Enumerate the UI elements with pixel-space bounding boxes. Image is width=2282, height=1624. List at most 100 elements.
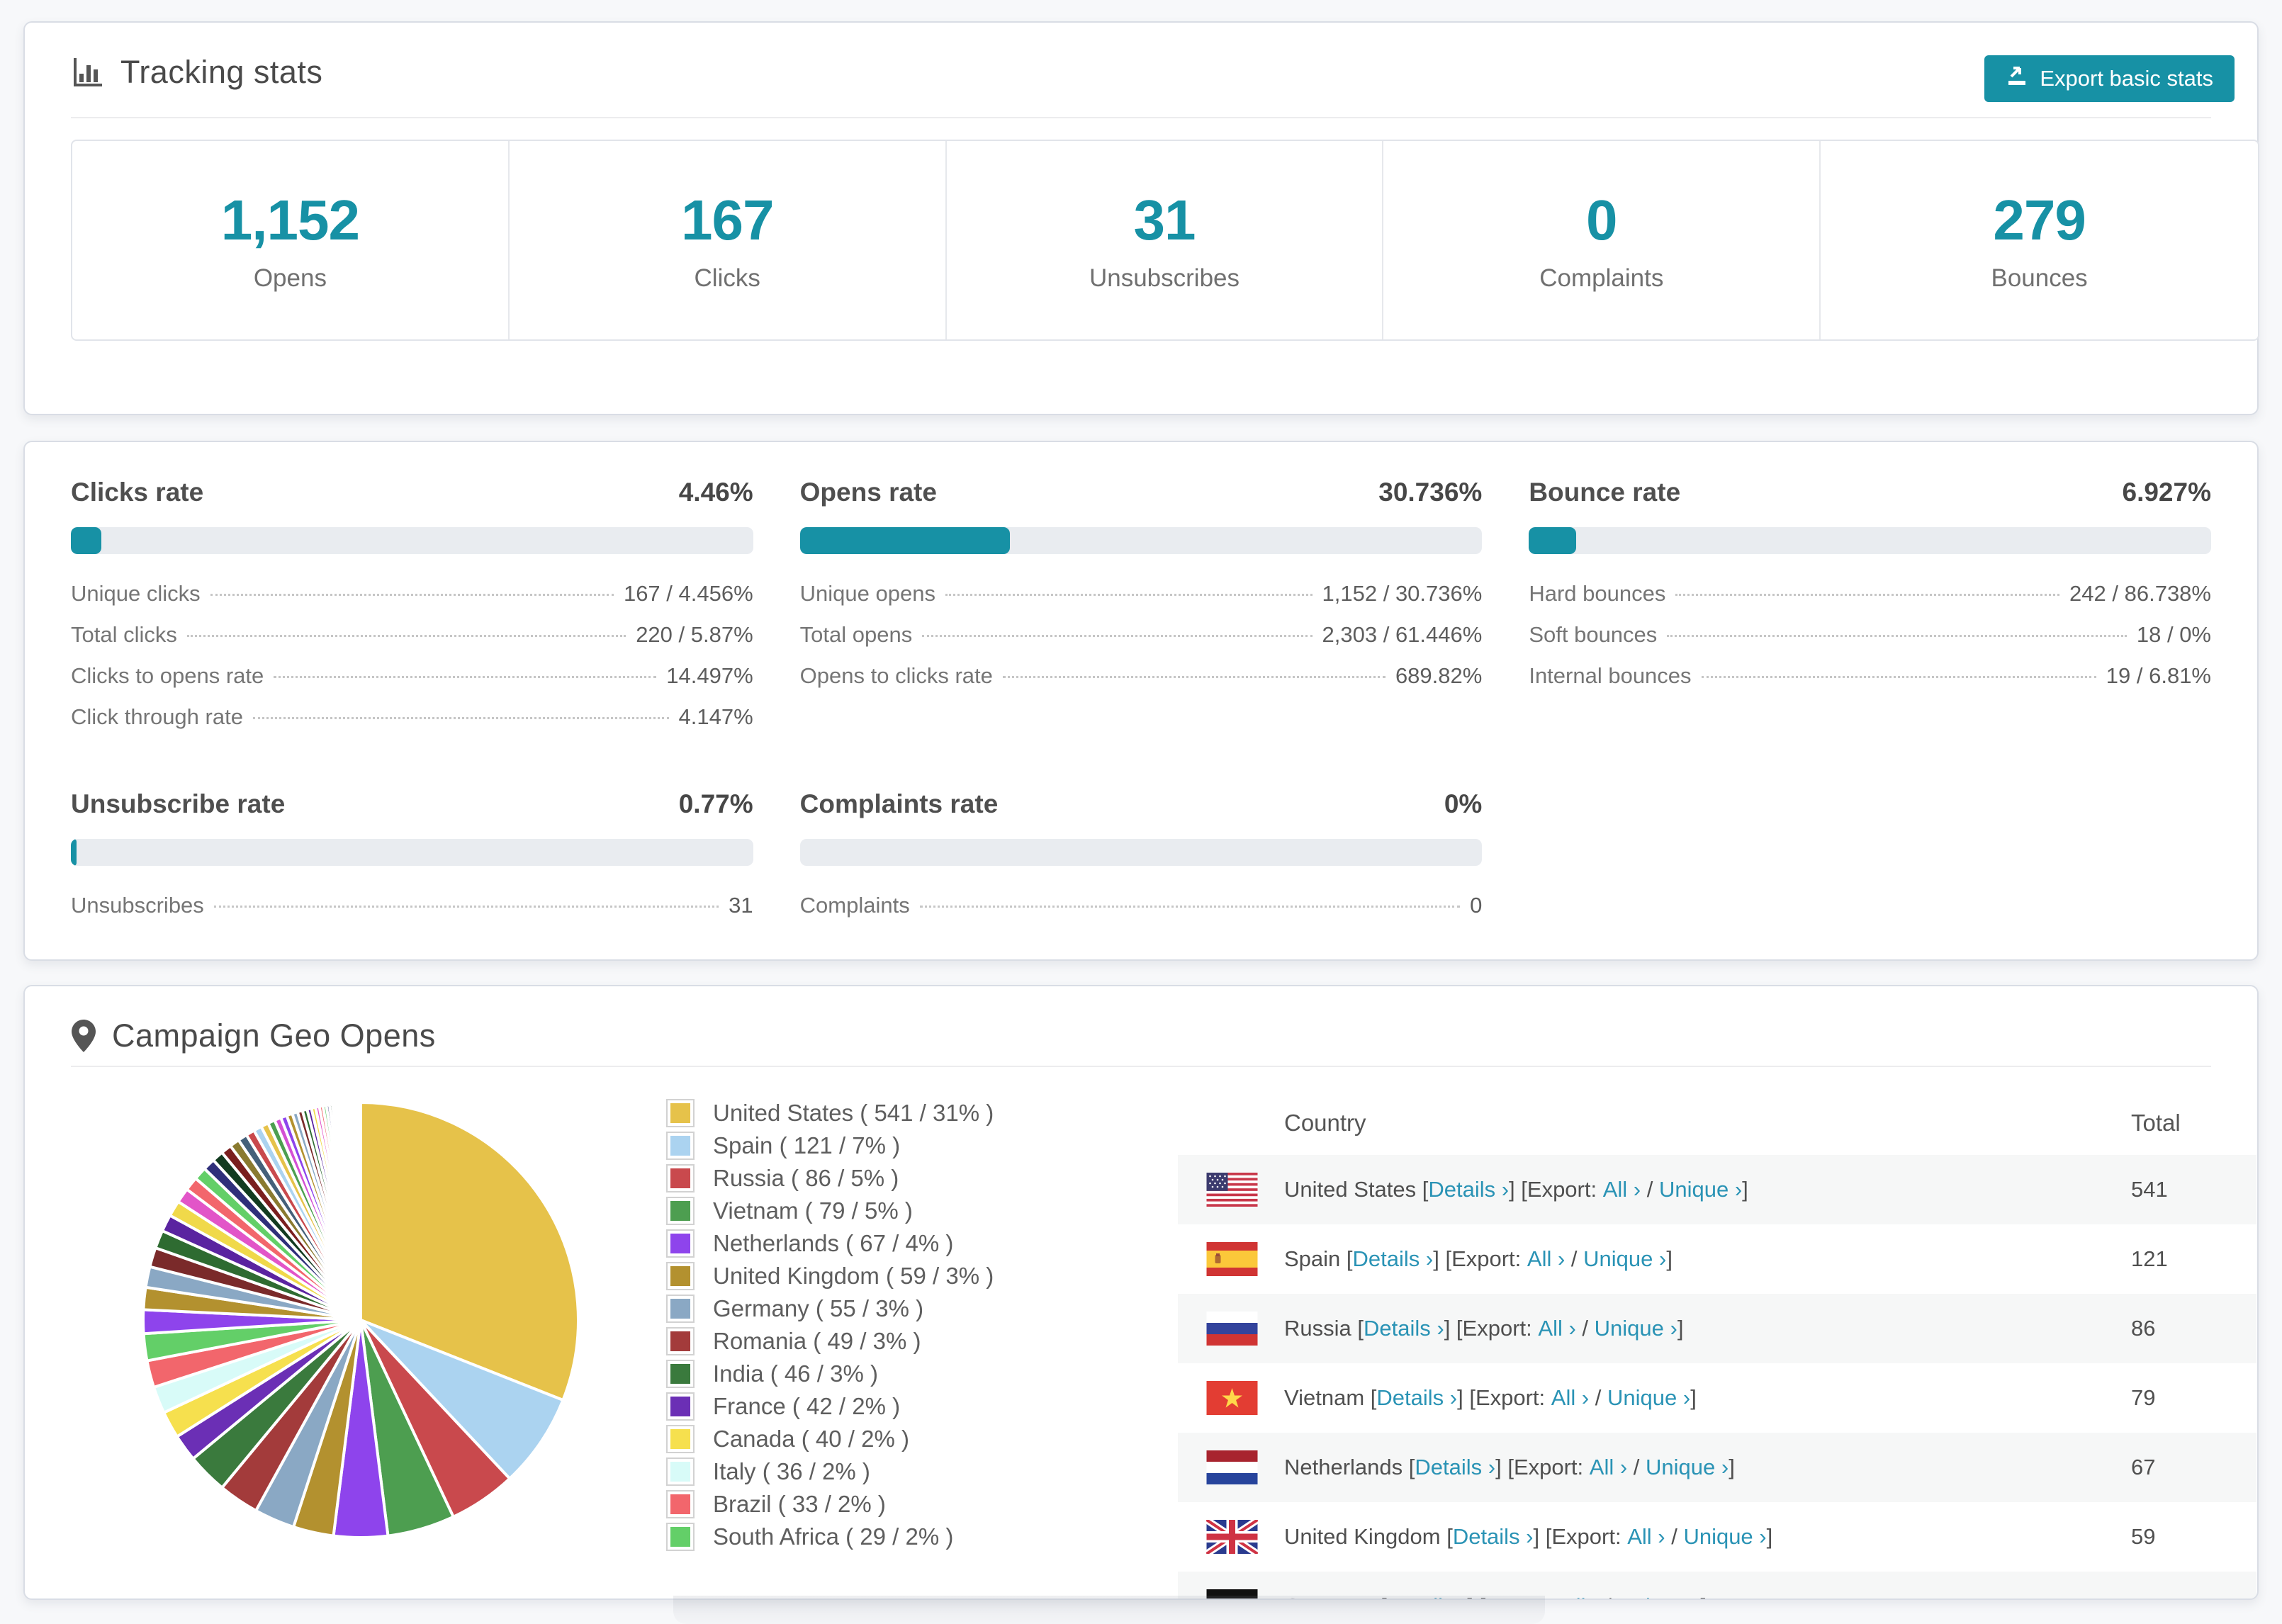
stat-value: 167 <box>680 188 774 252</box>
total-cell: 59 <box>2131 1524 2156 1549</box>
rate-percentage: 0% <box>1444 789 1483 818</box>
detail-label: Total clicks <box>71 622 177 647</box>
detail-label: Complaints <box>799 893 910 918</box>
export-all-link[interactable]: All › <box>1551 1385 1590 1410</box>
legend-color-swatch <box>666 1164 695 1192</box>
country-name: Netherlands <box>1284 1455 1403 1479</box>
legend-color-swatch <box>666 1425 695 1453</box>
country-cell: Russia [Details ›] [Export: All › / Uniq… <box>1284 1316 1684 1341</box>
geo-opens-pie-chart[interactable] <box>142 1100 580 1540</box>
pie-slice-united-states[interactable] <box>359 1101 580 1402</box>
geo-title: Campaign Geo Opens <box>71 1017 436 1054</box>
rate-progress-fill <box>799 527 1010 554</box>
legend-item-germany: Germany ( 55 / 3% ) <box>666 1292 994 1325</box>
details-link[interactable]: Details › <box>1364 1316 1444 1341</box>
legend-item-united-states: United States ( 541 / 31% ) <box>666 1097 994 1129</box>
country-cell: Netherlands [Details ›] [Export: All › /… <box>1284 1455 1735 1479</box>
country-name: United Kingdom <box>1284 1524 1441 1549</box>
export-unique-link[interactable]: Unique › <box>1583 1246 1667 1271</box>
rate-detail-row: Complaints 0 <box>800 893 1483 934</box>
details-link[interactable]: Details › <box>1387 1594 1468 1598</box>
detail-value: 2,303 / 61.446% <box>1322 622 1483 647</box>
detail-value: 0 <box>1470 893 1483 918</box>
export-all-link[interactable]: All › <box>1527 1246 1566 1271</box>
geo-table-row-netherlands: Netherlands [Details ›] [Export: All › /… <box>1178 1433 2256 1502</box>
dotted-leader <box>1675 594 2060 596</box>
geo-header-divider <box>71 1066 2211 1067</box>
total-cell: 86 <box>2131 1316 2156 1341</box>
column-header-total: Total <box>2131 1110 2181 1136</box>
tracking-stats-header: Tracking stats Export basic stats <box>25 23 2257 118</box>
legend-label: Russia ( 86 / 5% ) <box>713 1165 899 1191</box>
export-all-link[interactable]: All › <box>1589 1455 1628 1479</box>
pie-slice-spain[interactable] <box>359 1319 565 1480</box>
detail-value: 1,152 / 30.736% <box>1322 581 1483 606</box>
nl-flag-icon <box>1206 1450 1258 1484</box>
dotted-leader <box>945 594 1313 596</box>
export-label: Export: <box>1551 1524 1621 1549</box>
export-unique-link[interactable]: Unique › <box>1607 1385 1691 1410</box>
legend-color-swatch <box>666 1392 695 1421</box>
legend-label: Brazil ( 33 / 2% ) <box>713 1491 886 1517</box>
ru-flag-icon <box>1206 1312 1258 1346</box>
legend-label: India ( 46 / 3% ) <box>713 1360 878 1387</box>
stat-label: Bounces <box>1991 264 2088 292</box>
rates-grid: Clicks rate 4.46% Unique clicks 167 / 4.456… <box>71 478 2211 934</box>
detail-label: Soft bounces <box>1529 622 1658 647</box>
detail-value: 18 / 0% <box>2136 622 2211 647</box>
export-all-link[interactable]: All › <box>1561 1594 1599 1598</box>
geo-table-row-vietnam: Vietnam [Details ›] [Export: All › / Uni… <box>1178 1363 2256 1433</box>
pie-slice-other[interactable] <box>358 1100 362 1321</box>
detail-label: Unsubscribes <box>71 893 204 918</box>
dotted-leader <box>1667 635 2127 637</box>
legend-color-swatch <box>666 1099 695 1127</box>
export-label: Export: <box>1527 1177 1597 1202</box>
details-link[interactable]: Details › <box>1415 1455 1496 1479</box>
legend-item-brazil: Brazil ( 33 / 2% ) <box>666 1488 994 1521</box>
details-link[interactable]: Details › <box>1452 1524 1534 1549</box>
dotted-leader <box>213 906 719 908</box>
total-cell: 121 <box>2131 1246 2168 1271</box>
legend-item-netherlands: Netherlands ( 67 / 4% ) <box>666 1227 994 1260</box>
details-link[interactable]: Details › <box>1352 1246 1434 1271</box>
details-link[interactable]: Details › <box>1428 1177 1510 1202</box>
rate-progress-fill <box>71 839 77 866</box>
export-basic-stats-button[interactable]: Export basic stats <box>1984 55 2235 102</box>
export-label: Export: <box>1451 1246 1522 1271</box>
export-unique-link[interactable]: Unique › <box>1646 1455 1729 1479</box>
export-all-link[interactable]: All › <box>1538 1316 1576 1341</box>
legend-color-swatch <box>666 1360 695 1388</box>
rate-percentage: 30.736% <box>1378 478 1483 507</box>
stat-label: Complaints <box>1539 264 1664 292</box>
legend-color-swatch <box>666 1490 695 1518</box>
tracking-stats-title: Tracking stats <box>71 54 322 91</box>
detail-label: Hard bounces <box>1529 581 1666 606</box>
country-cell: Vietnam [Details ›] [Export: All › / Uni… <box>1284 1385 1697 1410</box>
legend-label: Italy ( 36 / 2% ) <box>713 1458 870 1484</box>
stat-label: Clicks <box>694 264 760 292</box>
geo-opens-table: Country Total United States [Details ›] … <box>1178 1093 2256 1598</box>
rate-detail-row: Click through rate 4.147% <box>71 704 753 745</box>
export-unique-link[interactable]: Unique › <box>1658 1177 1743 1202</box>
summary-stats-grid: 1,152 Opens 167 Clicks 31 Unsubscribes 0 Compla… <box>71 140 2259 341</box>
detail-label: Click through rate <box>71 704 243 729</box>
legend-item-russia: Russia ( 86 / 5% ) <box>666 1162 994 1195</box>
export-all-link[interactable]: All › <box>1602 1177 1641 1202</box>
export-unique-link[interactable]: Unique › <box>1617 1594 1700 1598</box>
rate-detail-row: Unique opens 1,152 / 30.736% <box>800 581 1483 622</box>
legend-color-swatch <box>666 1327 695 1355</box>
rate-progress-bar <box>799 839 1483 866</box>
stat-value: 279 <box>1993 188 2086 252</box>
summary-stat-bounces: 279 Bounces <box>1821 141 2258 339</box>
rate-block-opens-rate: Opens rate 30.736% Unique opens 1,152 / 30.… <box>799 478 1483 745</box>
details-link[interactable]: Details › <box>1376 1385 1458 1410</box>
export-unique-link[interactable]: Unique › <box>1594 1316 1677 1341</box>
export-all-link[interactable]: All › <box>1627 1524 1665 1549</box>
rate-title: Complaints rate <box>799 789 999 818</box>
export-unique-link[interactable]: Unique › <box>1683 1524 1767 1549</box>
stat-value: 31 <box>1133 188 1196 252</box>
legend-color-swatch <box>666 1229 695 1258</box>
legend-color-swatch <box>666 1523 695 1551</box>
total-cell: 55 <box>2131 1572 2155 1598</box>
